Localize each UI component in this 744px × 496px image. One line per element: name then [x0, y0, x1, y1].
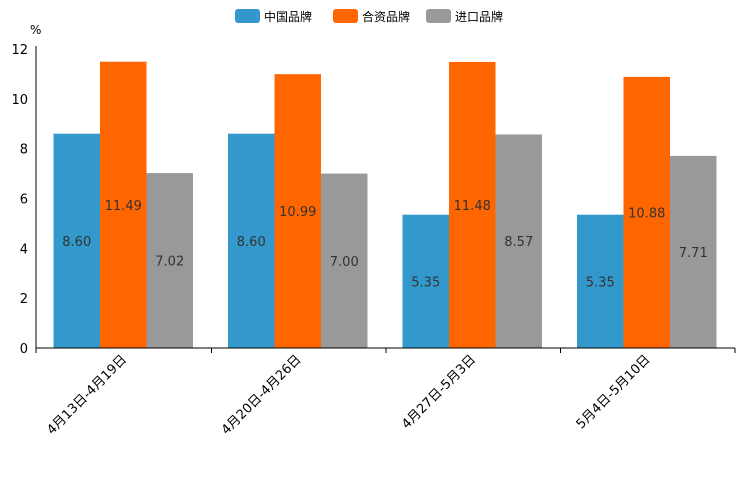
data-label-s3-c4: 7.71 [679, 246, 708, 261]
y-tick-label-10: 10 [11, 93, 28, 108]
bar-s1-c1[interactable] [53, 133, 101, 348]
data-label-s2-c3: 11.48 [454, 199, 491, 214]
legend-swatch-2[interactable] [333, 9, 358, 23]
y-tick-label-0: 0 [20, 342, 28, 357]
data-label-s1-c4: 5.35 [586, 275, 615, 290]
data-label-s1-c1: 8.60 [62, 235, 91, 250]
y-axis: 0 2 4 6 8 10 12 [11, 43, 37, 357]
y-tick-label-8: 8 [20, 143, 28, 158]
bars: 8.60 11.49 7.02 8.60 10.99 7.00 5.35 11.48 8.57 5… [53, 61, 717, 349]
y-tick-label-4: 4 [20, 242, 28, 257]
legend: 中国品牌 合资品牌 进口品牌 [235, 9, 503, 24]
x-category-label-1: 4月13日-4月19日 [44, 352, 130, 438]
bar-s3-c3[interactable] [495, 134, 543, 348]
legend-label-3[interactable]: 进口品牌 [455, 10, 503, 24]
legend-label-2[interactable]: 合资品牌 [362, 9, 410, 24]
x-category-label-2: 4月20日-4月26日 [219, 352, 305, 438]
data-label-s2-c1: 11.49 [105, 199, 142, 214]
legend-swatch-3[interactable] [426, 9, 451, 23]
bar-s2-c2[interactable] [274, 74, 322, 348]
bar-s1-c3[interactable] [402, 214, 450, 348]
bar-s3-c1[interactable] [146, 173, 194, 348]
legend-label-1[interactable]: 中国品牌 [264, 9, 312, 24]
y-tick-label-12: 12 [11, 43, 28, 58]
x-category-label-3: 4月27日-5月3日 [399, 352, 479, 432]
y-axis-unit-label: % [30, 23, 41, 37]
data-label-s1-c3: 5.35 [411, 275, 440, 290]
x-category-label-4: 5月4日-5月10日 [574, 352, 654, 432]
y-tick-label-2: 2 [20, 292, 28, 307]
data-label-s2-c2: 10.99 [279, 205, 316, 220]
data-label-s3-c3: 8.57 [504, 235, 533, 250]
y-tick-label-6: 6 [20, 193, 28, 208]
data-label-s3-c1: 7.02 [155, 255, 184, 270]
bar-s3-c4[interactable] [670, 155, 717, 348]
data-label-s3-c2: 7.00 [330, 255, 359, 270]
bar-s2-c4[interactable] [623, 76, 671, 348]
x-axis: 4月13日-4月19日 4月20日-4月26日 4月27日-5月3日 5月4日-5月1… [35, 347, 736, 438]
legend-swatch-1[interactable] [235, 9, 260, 23]
bar-s3-c2[interactable] [321, 173, 368, 348]
bar-s2-c3[interactable] [449, 61, 496, 348]
bar-s1-c4[interactable] [577, 214, 624, 348]
bar-s1-c2[interactable] [228, 133, 275, 348]
data-label-s2-c4: 10.88 [628, 206, 665, 221]
bar-s2-c1[interactable] [100, 61, 147, 349]
data-label-s1-c2: 8.60 [237, 235, 266, 250]
